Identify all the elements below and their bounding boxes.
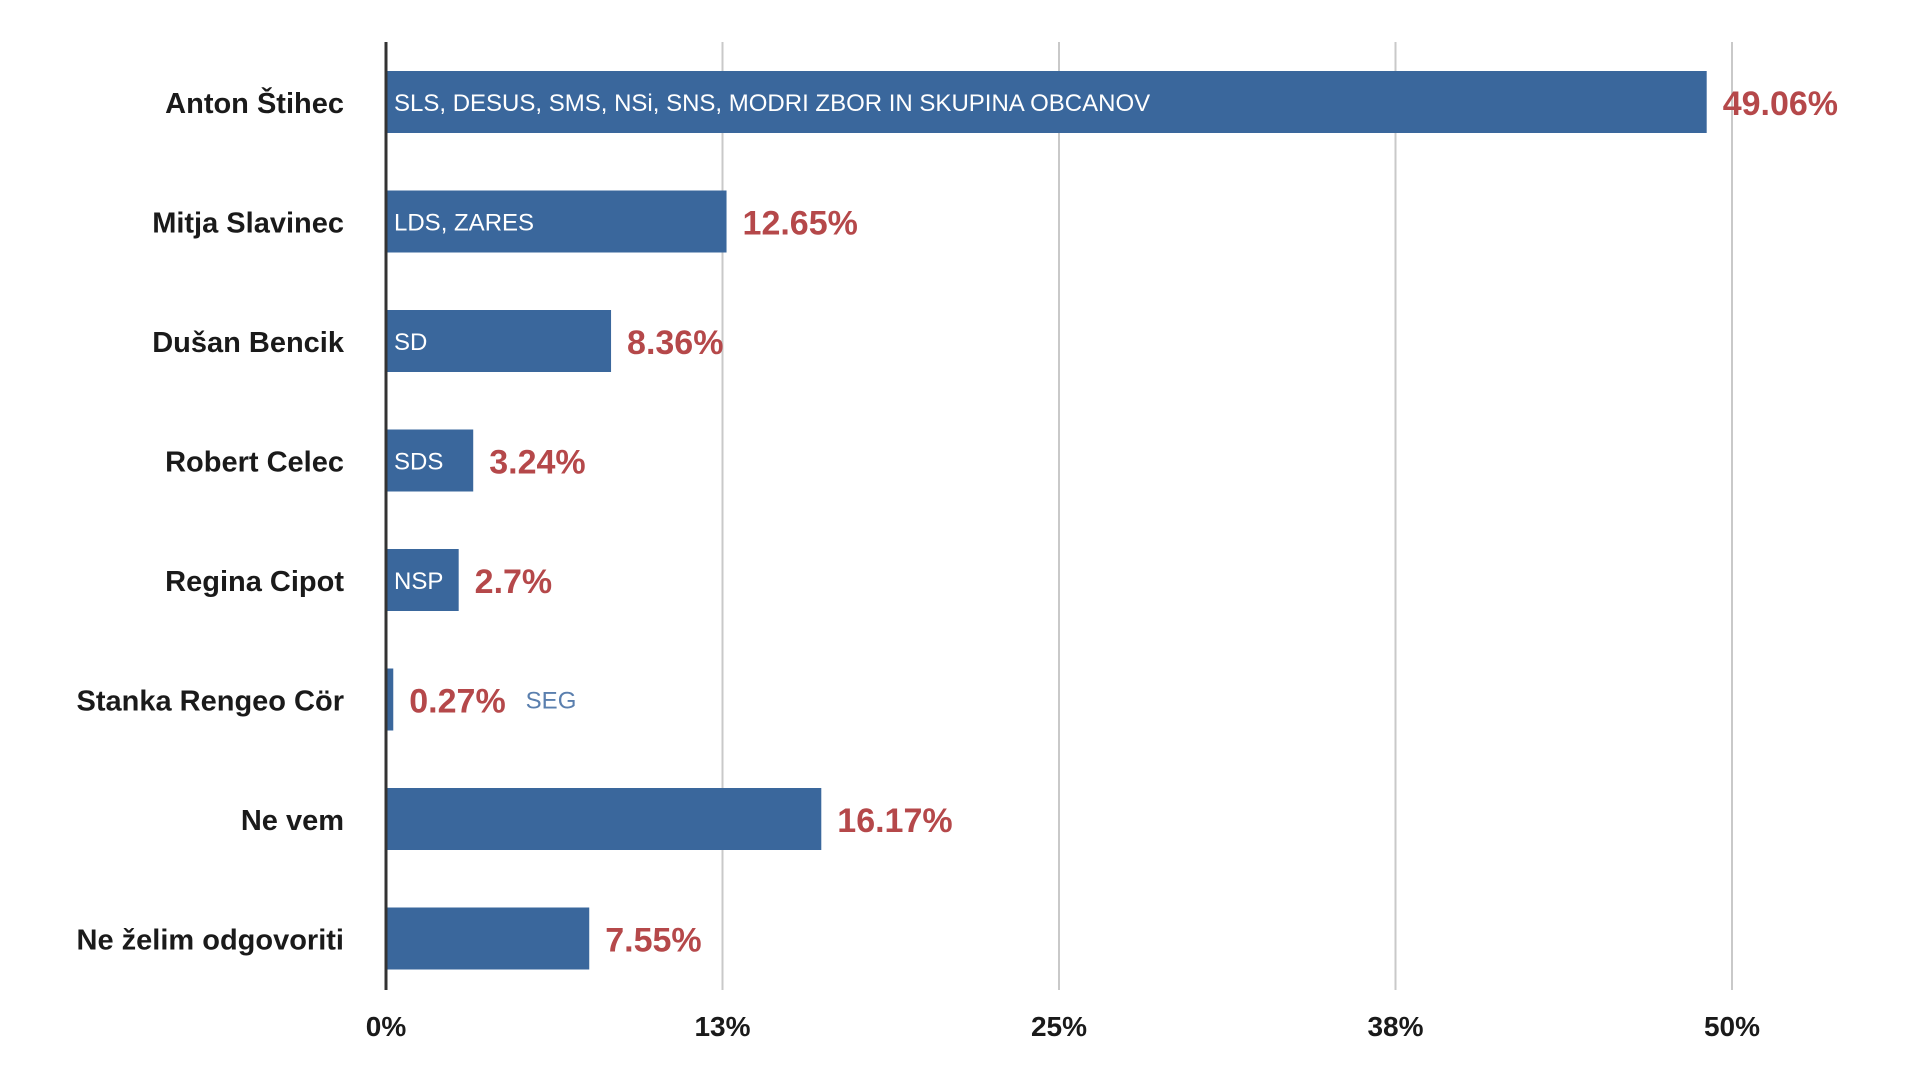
category-label: Anton Štihec [165,86,344,120]
value-label: 3.24% [489,444,585,482]
bar [386,907,590,970]
x-tick-label: 38% [1367,1011,1423,1042]
x-axis-ticks: 0% 13% 25% 38% 50% [366,1011,1760,1042]
bar [386,668,394,731]
bar-annotation: SEG [526,688,577,715]
bar-annotation: NSP [394,568,443,595]
value-label: 2.7% [475,563,552,601]
x-tick-label: 13% [694,1011,750,1042]
category-label: Dušan Bencik [152,327,345,359]
value-label: 0.27% [409,683,505,721]
category-label: Ne vem [241,805,344,837]
category-label: Mitja Slavinec [152,208,344,240]
bar [386,71,1707,133]
bar-annotation: LDS, ZARES [394,210,534,237]
value-label: 8.36% [627,324,723,362]
category-label: Ne želim odgovoriti [77,925,344,957]
category-label: Stanka Rengeo Cör [77,686,345,718]
bar [386,310,612,372]
x-tick-label: 0% [366,1011,407,1042]
bar-annotation: SDS [394,449,443,476]
labels-layer: Anton Štihec 49.06% SLS, DESUS, SMS, NSi, … [77,85,1839,960]
bar [386,788,822,850]
value-label: 49.06% [1723,85,1838,123]
category-label: Robert Celec [165,447,344,479]
bar [386,429,474,492]
bar-annotation: SD [394,329,427,356]
value-label: 12.65% [743,205,858,243]
bar [386,190,727,253]
x-tick-label: 25% [1031,1011,1087,1042]
value-label: 7.55% [605,922,701,960]
bar-annotation: SLS, DESUS, SMS, NSi, SNS, MODRI ZBOR IN… [394,90,1150,117]
x-tick-label: 50% [1704,1011,1760,1042]
bar [386,549,459,611]
value-label: 16.17% [837,802,952,840]
category-label: Regina Cipot [165,566,344,598]
grid-layer [721,42,1733,990]
bars-layer [386,71,1707,970]
